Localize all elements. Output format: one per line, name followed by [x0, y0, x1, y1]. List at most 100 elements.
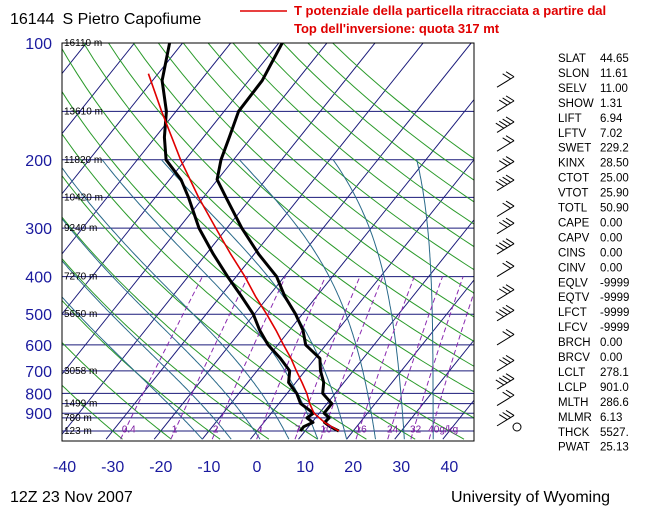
barb-flag — [495, 244, 505, 251]
wind-barb — [496, 389, 515, 407]
isotherm-40 — [442, 399, 474, 440]
moist-adiabat-26 — [239, 159, 376, 440]
barb-staff — [496, 309, 515, 322]
dry-adiabat-50 — [62, 47, 474, 419]
wind-barb — [496, 95, 515, 112]
barb-flag — [498, 99, 508, 106]
barb-staff — [496, 414, 515, 427]
dewpoint-trace — [160, 43, 315, 432]
index-label: CAPV — [558, 232, 590, 244]
dry-adiabat-120 — [232, 43, 474, 248]
isotherm-30 — [394, 339, 474, 440]
barb-flag — [505, 355, 515, 361]
barb-flag — [505, 260, 515, 267]
moist-adiabat-20 — [161, 159, 348, 440]
barb-flag — [502, 375, 511, 382]
barb-flag — [498, 178, 508, 185]
temperature-trace — [215, 43, 340, 433]
wind-barb — [496, 355, 515, 372]
dry-adiabat-0 — [62, 257, 270, 440]
wind-barb — [496, 156, 515, 173]
altitude-label: 5650 m — [64, 309, 97, 320]
index-value: 25.13 — [600, 442, 629, 454]
sounding-indices-table: SLAT 44.65 SLON 11.61 SELV 11.00 SHOW 1.31 LIFT 6… — [558, 53, 629, 454]
barb-staff — [496, 334, 515, 346]
wind-barb — [496, 329, 515, 346]
barb-flag — [505, 284, 515, 291]
barb-flag — [502, 286, 511, 293]
barb-flag — [498, 309, 508, 315]
mixing-ratio-label: 1 — [172, 424, 178, 435]
barb-flag — [505, 200, 515, 207]
index-value: 0.00 — [600, 337, 622, 349]
pressure-label-900: 900 — [25, 406, 52, 423]
index-label: LCLT — [558, 367, 585, 379]
mixing-ratio-7 — [294, 276, 361, 440]
index-value: 0.00 — [600, 352, 622, 364]
barb-flag — [505, 116, 515, 123]
index-value: 28.50 — [600, 158, 629, 170]
index-value: 0.00 — [600, 232, 622, 244]
barb-staff — [496, 100, 515, 112]
thermo-grid — [62, 43, 474, 440]
index-value: 5527. — [600, 427, 629, 439]
pressure-label-200: 200 — [25, 153, 52, 170]
index-label: SHOW — [558, 98, 594, 110]
pressure-label-500: 500 — [25, 307, 52, 324]
altitude-label: 10420 m — [64, 192, 103, 203]
barb-staff — [496, 179, 515, 191]
isotherm--70 — [62, 43, 232, 255]
barb-flag — [502, 73, 511, 80]
dry-adiabat-30 — [62, 133, 416, 440]
index-value: 278.1 — [600, 367, 629, 379]
barb-flag — [505, 156, 515, 162]
mixing-ratio-1 — [170, 276, 249, 440]
barb-flag — [498, 288, 508, 295]
dry-adiabat--10 — [62, 299, 221, 440]
index-label: MLMR — [558, 412, 592, 424]
pressure-label-800: 800 — [25, 386, 52, 403]
index-value: 1.31 — [600, 98, 622, 110]
mixing-ratio-label: 40g/kg — [428, 424, 458, 435]
index-value: 0.00 — [600, 217, 622, 229]
pressure-label-700: 700 — [25, 364, 52, 381]
wind-barb — [496, 135, 515, 152]
index-label: LFCT — [558, 307, 587, 319]
index-value: 0.00 — [600, 247, 622, 259]
dry-adiabat-100 — [182, 43, 474, 294]
altitude-label: 3058 m — [64, 366, 97, 377]
barb-flag — [505, 238, 515, 245]
index-label: SWET — [558, 143, 591, 155]
altitude-label: 123 m — [64, 426, 92, 437]
index-value: -9999 — [600, 292, 629, 304]
temp-tick-label: -10 — [197, 459, 220, 476]
index-label: LIFT — [558, 113, 582, 125]
footer-datetime: 12Z 23 Nov 2007 — [10, 489, 133, 506]
mixing-ratio-label: 2 — [213, 424, 219, 435]
index-label: PWAT — [558, 442, 590, 454]
moist-adiabat-32 — [332, 159, 405, 440]
mixing-ratio-16 — [355, 276, 415, 440]
barb-flag — [495, 122, 505, 129]
isotherm--90 — [62, 43, 136, 135]
barb-flag — [502, 412, 511, 418]
dry-adiabat-80 — [132, 43, 474, 342]
moist-adiabat--4 — [62, 259, 232, 440]
index-label: CINV — [558, 262, 586, 274]
index-value: 286.6 — [600, 397, 629, 409]
altitude-label: 16110 m — [64, 38, 102, 49]
barb-flag — [502, 137, 511, 144]
barb-flag — [495, 379, 505, 386]
plot-frame — [61, 42, 475, 442]
barb-flag — [505, 329, 515, 335]
altitude-label: 9240 m — [64, 223, 97, 234]
index-label: SELV — [558, 83, 587, 95]
barb-flag — [502, 202, 511, 209]
station-name: S Pietro Capofiume — [63, 11, 202, 28]
mixing-ratio-4 — [256, 276, 326, 440]
barb-flag — [502, 240, 511, 247]
mixing-ratio-label: 10 — [321, 424, 333, 435]
isotherm--20 — [153, 43, 472, 440]
barb-staff — [496, 289, 515, 301]
index-label: SLAT — [558, 53, 586, 65]
